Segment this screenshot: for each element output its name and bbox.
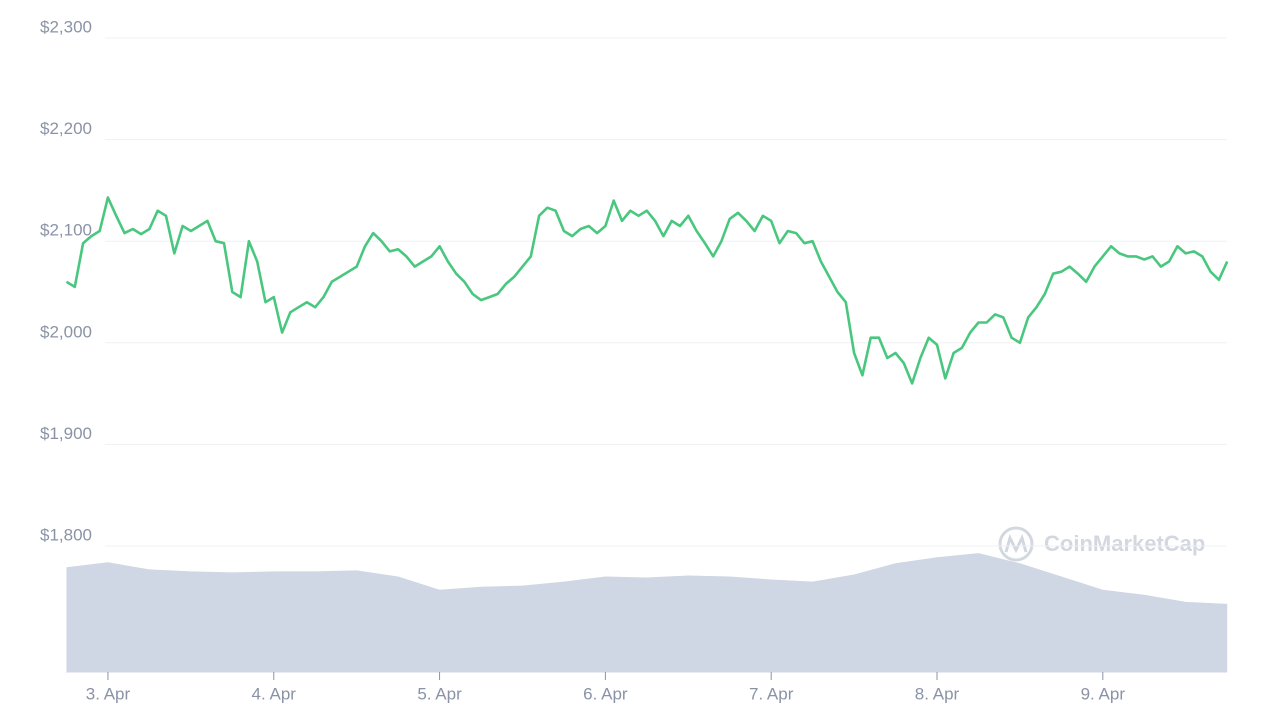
x-tick-label: 3. Apr <box>86 684 131 703</box>
y-tick-label: $2,300 <box>40 17 92 36</box>
y-tick-label: $2,000 <box>40 322 92 341</box>
y-tick-label: $2,100 <box>40 221 92 240</box>
volume-area <box>66 553 1228 672</box>
y-tick-label: $1,800 <box>40 525 92 544</box>
x-tick-label: 5. Apr <box>417 684 462 703</box>
x-tick-label: 7. Apr <box>749 684 794 703</box>
watermark: CoinMarketCap <box>1044 531 1205 556</box>
y-tick-label: $1,900 <box>40 424 92 443</box>
x-tick-label: 6. Apr <box>583 684 628 703</box>
x-tick-label: 8. Apr <box>915 684 960 703</box>
y-tick-label: $2,200 <box>40 119 92 138</box>
watermark-logo <box>998 526 1034 562</box>
price-line <box>65 196 1229 385</box>
x-tick-label: 9. Apr <box>1081 684 1126 703</box>
x-tick-label: 4. Apr <box>252 684 297 703</box>
